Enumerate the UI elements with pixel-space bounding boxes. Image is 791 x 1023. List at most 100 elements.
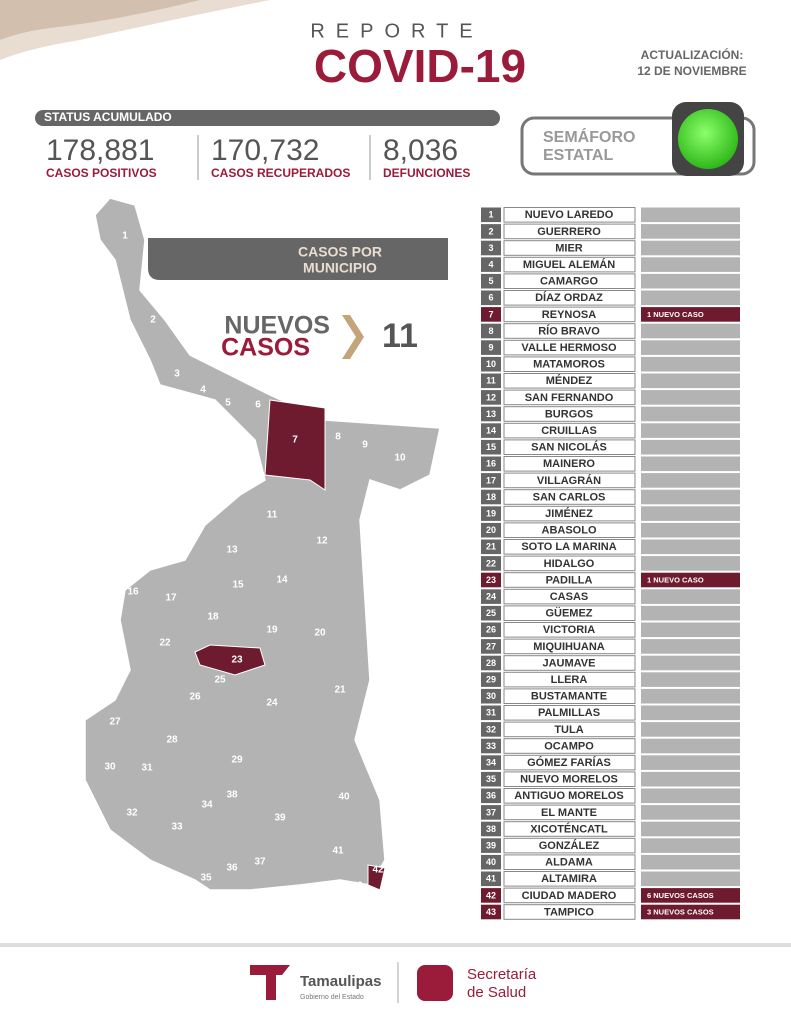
- map-label: 9: [362, 440, 368, 451]
- row-name-box: [503, 605, 636, 622]
- row-number: 5: [488, 276, 493, 286]
- row-note-box: [641, 556, 740, 571]
- map-label: 22: [159, 638, 171, 649]
- row-note-box: [641, 589, 740, 604]
- row-name: ANTIGUO MORELOS: [514, 790, 623, 802]
- row-number: 2: [488, 226, 493, 236]
- green-light: [678, 109, 738, 169]
- row-name: OCAMPO: [544, 740, 594, 752]
- corner-decoration: [0, 0, 200, 40]
- row-note-box: [641, 473, 740, 488]
- row-name: HIDALGO: [544, 558, 595, 570]
- row-note-box: [641, 888, 740, 903]
- map-label: 1: [122, 231, 128, 242]
- row-name-box: [503, 456, 636, 472]
- map-label: 3: [174, 369, 180, 380]
- stat-label: CASOS RECUPERADOS: [211, 166, 350, 180]
- row-name: MIER: [555, 242, 583, 254]
- row-number-box: [481, 307, 501, 322]
- row-note-box: [641, 423, 740, 438]
- row-number: 20: [486, 525, 496, 535]
- map-label: 29: [231, 755, 243, 766]
- row-name: SAN CARLOS: [533, 491, 606, 503]
- row-number: 17: [486, 475, 496, 485]
- row-number-box: [481, 605, 501, 621]
- row-number: 11: [486, 376, 496, 386]
- row-number-box: [481, 373, 501, 389]
- row-name: EL MANTE: [541, 807, 597, 819]
- map-label: 12: [316, 536, 328, 547]
- map-label: 2: [150, 315, 156, 326]
- row-name-box: [503, 339, 636, 356]
- stat-value: 170,732: [211, 134, 319, 167]
- row-note-box: [641, 456, 740, 472]
- row-name: GUERRERO: [537, 226, 601, 238]
- row-number-box: [481, 622, 501, 638]
- row-name: TAMPICO: [544, 906, 594, 918]
- row-note-box: [641, 805, 740, 820]
- row-number-box: [481, 340, 501, 355]
- row-note-box: [641, 705, 740, 721]
- row-number-box: [481, 556, 501, 571]
- row-note-box: [641, 688, 740, 704]
- stat-value: 8,036: [383, 134, 458, 167]
- row-name: VALLE HERMOSO: [521, 342, 617, 354]
- row-number: 29: [486, 674, 496, 684]
- map-label: 28: [166, 735, 178, 746]
- row-name: LLERA: [551, 674, 588, 686]
- map-label: 14: [276, 575, 288, 586]
- row-note-box: [641, 373, 740, 389]
- row-number: 16: [486, 459, 496, 469]
- row-name-box: [503, 572, 636, 588]
- row-number: 22: [486, 558, 496, 568]
- row-number-box: [481, 805, 501, 820]
- status-label: STATUS ACUMULADO: [44, 110, 172, 124]
- row-number-box: [481, 423, 501, 438]
- banner: [148, 238, 448, 280]
- row-number-box: [481, 705, 501, 721]
- row-name: VICTORIA: [543, 624, 595, 636]
- row-name: DÍAZ ORDAZ: [535, 291, 603, 304]
- row-name: JAUMAVE: [543, 657, 596, 669]
- row-name-box: [503, 821, 636, 837]
- row-name: MIGUEL ALEMÁN: [523, 258, 615, 271]
- stat-value: 178,881: [46, 134, 154, 167]
- row-number: 34: [486, 757, 496, 767]
- map-label: 7: [292, 435, 298, 446]
- row-note-box: [641, 605, 740, 621]
- row-name-box: [503, 306, 636, 323]
- row-name-box: [503, 472, 636, 489]
- row-name-box: [503, 671, 636, 688]
- row-note-box: [641, 788, 740, 804]
- row-number-box: [481, 771, 501, 787]
- row-name: PADILLA: [546, 574, 593, 586]
- row-note-box: [641, 522, 740, 538]
- row-note-box: [641, 224, 740, 239]
- row-note-box: [641, 240, 740, 256]
- row-number: 1: [488, 210, 493, 220]
- row-number-box: [481, 522, 501, 538]
- new-cases-label: NUEVOS: [224, 312, 330, 340]
- row-note-box: [641, 755, 740, 770]
- row-name-box: [503, 240, 636, 256]
- row-number-box: [481, 589, 501, 604]
- row-name: SAN NICOLÁS: [531, 441, 607, 454]
- row-note-box: [641, 854, 740, 870]
- semaforo-label: SEMÁFORO: [543, 127, 635, 146]
- row-note-box: [641, 655, 740, 671]
- row-name-box: [503, 290, 636, 306]
- state-map: [84, 197, 441, 891]
- row-name: PALMILLAS: [538, 707, 600, 719]
- row-number-box: [481, 755, 501, 770]
- row-name-box: [503, 256, 636, 273]
- row-name: GÜEMEZ: [545, 607, 592, 620]
- row-number-box: [481, 257, 501, 272]
- map-label: 4: [200, 385, 206, 396]
- row-name: ALTAMIRA: [541, 873, 597, 885]
- row-name: REYNOSA: [542, 309, 596, 321]
- row-name-box: [503, 539, 636, 555]
- update-label: ACTUALIZACIÓN:: [641, 47, 744, 62]
- map-label: 37: [254, 857, 266, 868]
- row-number: 30: [486, 691, 496, 701]
